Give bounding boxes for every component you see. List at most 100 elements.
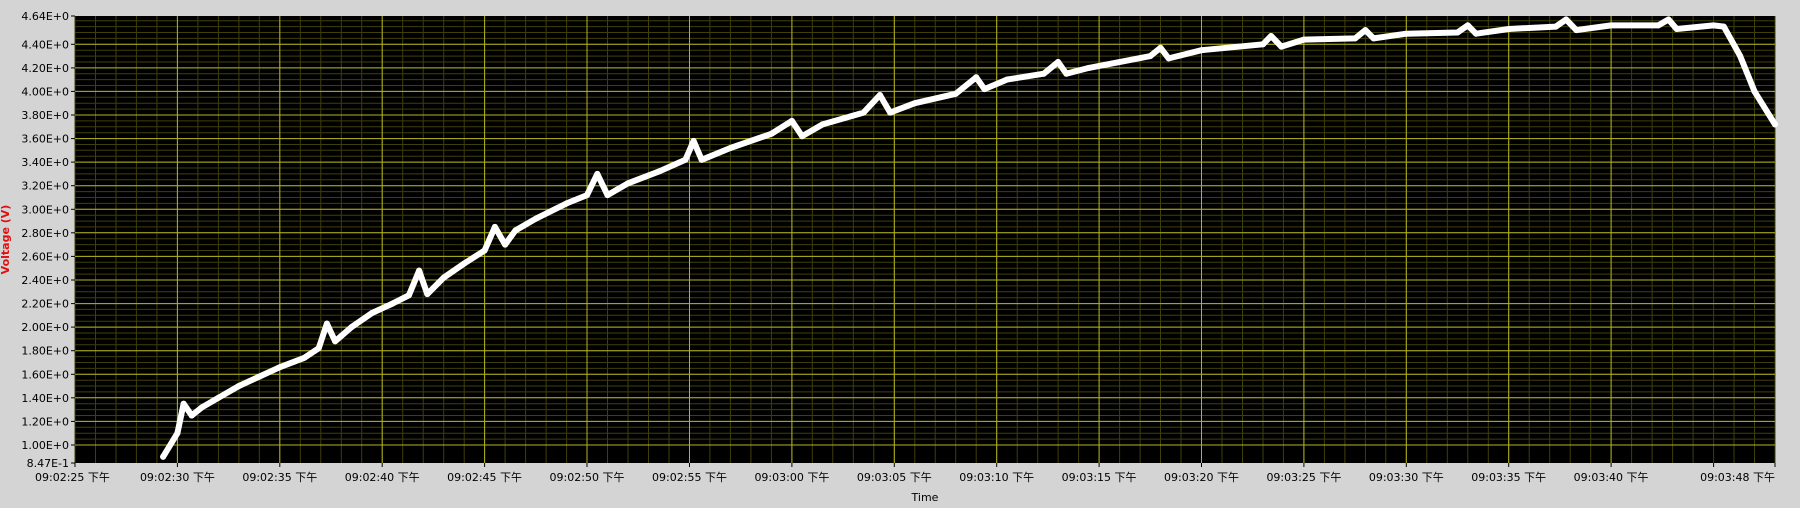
voltage-data-point [416, 267, 423, 274]
voltage-data-point [1403, 30, 1410, 37]
voltage-data-point [1157, 44, 1164, 51]
voltage-data-point [532, 215, 539, 222]
plot-area [75, 16, 1775, 463]
voltage-data-point [512, 227, 519, 234]
y-tick-label: 2.20E+0 [21, 298, 69, 311]
voltage-data-point [174, 430, 181, 437]
y-tick-label: 1.60E+0 [21, 368, 69, 381]
voltage-data-point [952, 90, 959, 97]
voltage-data-point [1198, 47, 1205, 54]
y-tick-label: 3.00E+0 [21, 203, 69, 216]
y-tick-label: 1.40E+0 [21, 392, 69, 405]
voltage-data-point [1278, 43, 1285, 50]
x-tick-label: 09:03:20 下午 [1164, 471, 1239, 484]
y-tick-label: 1.00E+0 [21, 439, 69, 452]
voltage-data-point [481, 247, 488, 254]
y-tick-label: 8.47E-1 [27, 457, 69, 470]
y-tick-label: 1.80E+0 [21, 345, 69, 358]
voltage-data-point [1165, 55, 1172, 62]
voltage-data-point [727, 145, 734, 151]
x-tick-label: 09:03:48 下午 [1700, 471, 1775, 484]
x-tick-label: 09:03:40 下午 [1574, 471, 1649, 484]
voltage-data-point [625, 180, 631, 187]
voltage-data-point [405, 292, 412, 299]
voltage-data-point [323, 320, 330, 327]
y-tick-label: 3.60E+0 [21, 133, 69, 146]
voltage-data-point [973, 74, 980, 81]
voltage-data-point [655, 168, 662, 175]
y-tick-label: 3.80E+0 [21, 109, 69, 122]
voltage-data-point [1720, 23, 1727, 30]
voltage-data-point [887, 109, 894, 116]
voltage-data-point [682, 156, 689, 163]
voltage-data-point [180, 400, 187, 407]
x-tick-label: 09:03:15 下午 [1062, 471, 1137, 484]
y-tick-label: 3.40E+0 [21, 156, 69, 169]
voltage-data-point [1473, 30, 1479, 37]
x-tick-label: 09:03:10 下午 [959, 471, 1034, 484]
voltage-data-point [440, 274, 447, 281]
voltage-data-point [301, 354, 308, 361]
voltage-data-point [1040, 70, 1047, 77]
voltage-data-point [604, 192, 611, 199]
voltage-data-point [594, 170, 601, 177]
voltage-data-point [188, 412, 195, 419]
y-tick-label: 1.20E+0 [21, 415, 69, 428]
voltage-data-point [502, 241, 509, 248]
y-tick-label: 3.20E+0 [21, 180, 69, 193]
voltage-data-point [1673, 26, 1680, 32]
x-tick-label: 09:02:45 下午 [447, 471, 522, 484]
voltage-data-point [1655, 22, 1662, 29]
voltage-data-point [348, 324, 355, 331]
voltage-data-point [788, 117, 795, 124]
voltage-data-point [332, 338, 339, 345]
y-tick-label: 2.40E+0 [21, 274, 69, 287]
voltage-data-point [1268, 33, 1275, 39]
voltage-data-point [698, 156, 705, 163]
voltage-data-point [1751, 88, 1758, 95]
voltage-data-point [235, 383, 242, 389]
voltage-data-point [1772, 121, 1778, 128]
major-grid [75, 16, 1775, 463]
voltage-data-point [215, 394, 222, 401]
y-tick-label: 2.80E+0 [21, 227, 69, 240]
x-tick-label: 09:02:25 下午 [35, 471, 110, 484]
x-tick-label: 09:02:50 下午 [550, 471, 625, 484]
voltage-data-point [1608, 22, 1615, 29]
voltage-data-point [1055, 59, 1062, 65]
voltage-data-point [860, 109, 867, 116]
voltage-data-point [1003, 76, 1010, 83]
voltage-data-point [1505, 26, 1512, 32]
y-tick-label: 4.64E+0 [21, 10, 69, 23]
voltage-data-point [876, 92, 883, 98]
voltage-data-point [819, 121, 826, 128]
y-tick-label: 2.60E+0 [21, 250, 69, 263]
voltage-data-point [1454, 29, 1461, 36]
voltage-data-point [1665, 16, 1672, 23]
y-axis-ticks: 8.47E-1 1.00E+0 1.20E+0 1.40E+0 1.60E+0 1.80E… [21, 10, 75, 470]
voltage-data-point [1300, 36, 1307, 43]
voltage-data-point [768, 130, 775, 137]
y-tick-label: 4.40E+0 [21, 38, 69, 51]
voltage-data-point [491, 223, 498, 230]
voltage-data-point [1464, 22, 1471, 29]
y-tick-label: 4.20E+0 [21, 62, 69, 75]
voltage-data-point [1710, 22, 1717, 29]
voltage-data-point [1552, 23, 1559, 30]
voltage-data-point [389, 300, 396, 307]
voltage-data-point [369, 310, 375, 316]
voltage-data-point [256, 373, 263, 380]
y-axis-title: Voltage (V) [0, 205, 12, 275]
voltage-data-point [1737, 53, 1744, 60]
x-tick-label: 09:02:30 下午 [140, 471, 215, 484]
voltage-data-point [276, 364, 283, 371]
x-tick-label: 09:02:40 下午 [345, 471, 420, 484]
voltage-data-point [1563, 16, 1570, 23]
x-tick-label: 09:02:35 下午 [242, 471, 317, 484]
x-tick-label: 09:03:35 下午 [1471, 471, 1546, 484]
voltage-data-point [1362, 27, 1369, 34]
voltage-data-point [690, 137, 697, 144]
voltage-data-point [1085, 64, 1092, 71]
